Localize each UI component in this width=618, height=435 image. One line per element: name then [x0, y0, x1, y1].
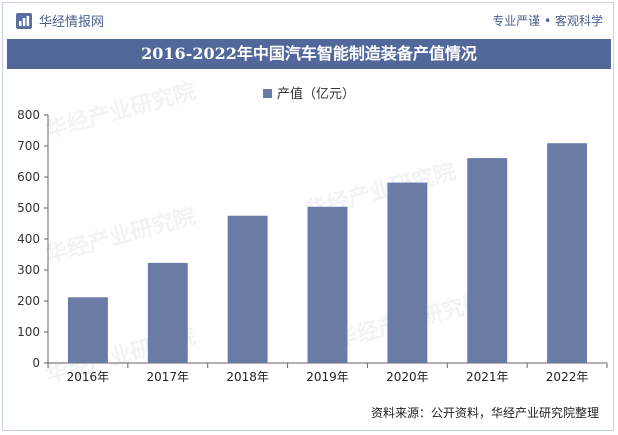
- bar: [227, 215, 268, 363]
- legend: 产值（亿元）: [3, 83, 615, 102]
- y-tick-label: 700: [17, 139, 40, 153]
- y-tick-label: 800: [17, 108, 40, 122]
- bar-chart: 0 100 200 300 400 500 600 700 800 2016年 2017年 2018年…: [17, 108, 608, 384]
- y-tick-label: 200: [17, 294, 40, 308]
- legend-label: 产值（亿元）: [276, 87, 355, 102]
- logo: 华经情报网: [15, 11, 104, 30]
- source-note: 资料来源：公开资料，华经产业研究院整理: [370, 406, 599, 420]
- x-tick-label: 2022年: [546, 370, 589, 384]
- bar: [147, 262, 188, 363]
- y-tick-label: 0: [32, 356, 40, 370]
- bar: [307, 206, 348, 363]
- bar: [67, 297, 108, 363]
- y-tick-label: 600: [17, 170, 40, 184]
- bar: [467, 158, 508, 363]
- x-tick-label: 2017年: [147, 370, 190, 384]
- logo-text: 华经情报网: [39, 15, 105, 30]
- x-tick-label: 2018年: [226, 370, 269, 384]
- bar: [547, 143, 588, 363]
- top-bar: 华经情报网 专业严谨 • 客观科学: [3, 3, 615, 37]
- logo-icon: [16, 12, 32, 29]
- slogan: 专业严谨 • 客观科学: [492, 14, 603, 28]
- y-tick-label: 300: [17, 263, 40, 277]
- y-tick-label: 400: [17, 232, 40, 246]
- y-tick-label: 500: [17, 201, 40, 215]
- legend-swatch: [262, 89, 272, 98]
- x-tick-label: 2019年: [306, 370, 349, 384]
- chart-frame: 华经情报网 专业严谨 • 客观科学 2016-2022年中国汽车智能制造装备产值…: [2, 2, 614, 431]
- x-tick-label: 2021年: [466, 370, 509, 384]
- bar: [387, 182, 428, 363]
- x-tick-label: 2020年: [386, 370, 429, 384]
- x-tick-label: 2016年: [67, 370, 110, 384]
- chart-title: 2016-2022年中国汽车智能制造装备产值情况: [7, 39, 611, 69]
- y-tick-label: 100: [17, 325, 40, 339]
